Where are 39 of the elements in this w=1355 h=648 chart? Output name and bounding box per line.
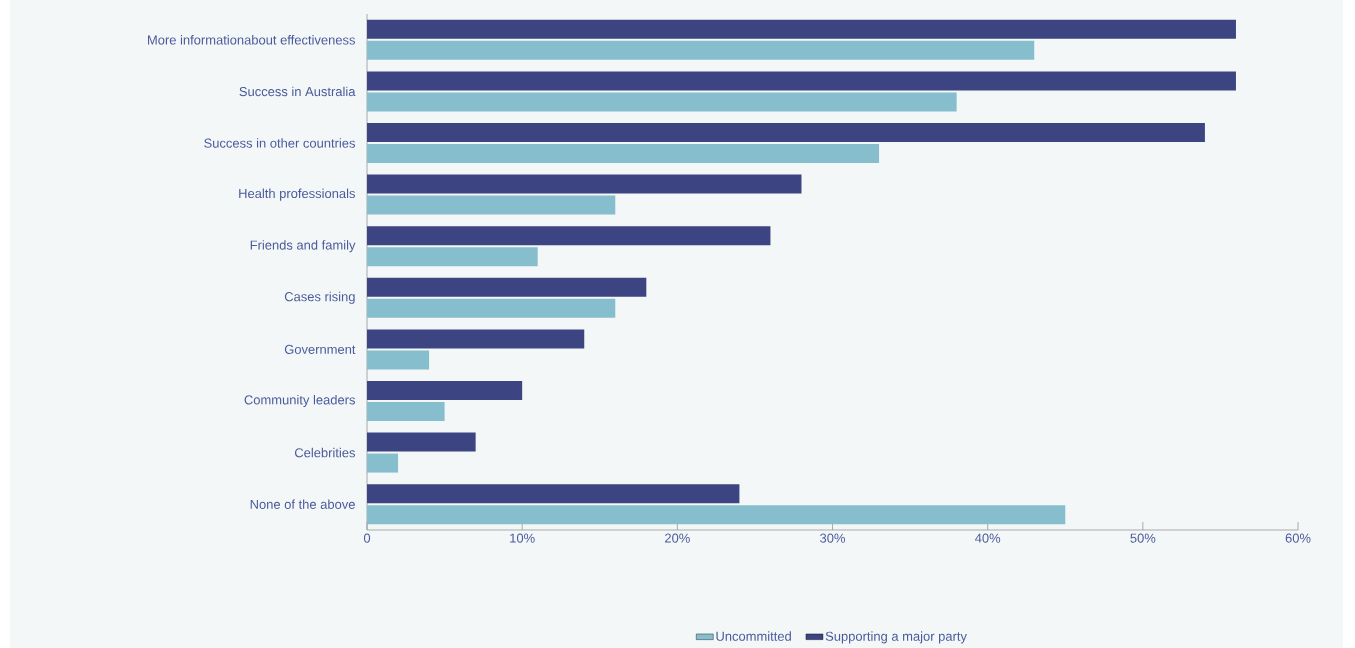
bar bbox=[367, 19, 1236, 39]
legend-label: Supporting a major party bbox=[825, 631, 967, 644]
bar bbox=[367, 329, 585, 349]
y-tick-label: Success in Australia bbox=[239, 86, 356, 97]
y-tick-label: Success in other countries bbox=[204, 138, 355, 148]
bar bbox=[367, 123, 1205, 142]
x-tick-label: 50% bbox=[1130, 533, 1156, 543]
y-tick-label: Community leaders bbox=[244, 394, 355, 408]
x-tick-label: 20% bbox=[665, 533, 690, 543]
x-tick-label: 60% bbox=[1285, 533, 1311, 543]
bar bbox=[367, 226, 771, 246]
bar bbox=[367, 174, 802, 194]
bar bbox=[367, 277, 647, 297]
legend-label: Uncommitted bbox=[716, 631, 791, 641]
bar bbox=[367, 195, 616, 215]
x-tick-label: 0 bbox=[363, 533, 371, 543]
bar bbox=[367, 92, 957, 112]
y-tick-label: Government bbox=[284, 344, 356, 354]
bar bbox=[367, 484, 740, 504]
y-tick-label: Cases rising bbox=[284, 291, 355, 304]
y-tick-label: None of the above bbox=[250, 499, 355, 509]
y-tick-label: Friends and family bbox=[250, 240, 356, 253]
bar bbox=[367, 350, 430, 370]
bar bbox=[367, 401, 445, 421]
bar bbox=[367, 505, 1066, 525]
y-tick-label: More informationabout effectiveness bbox=[148, 35, 356, 45]
bar bbox=[367, 453, 399, 473]
bar bbox=[367, 40, 1035, 60]
x-tick-label: 30% bbox=[820, 533, 846, 543]
bar bbox=[367, 71, 1236, 91]
x-tick-label: 10% bbox=[510, 533, 535, 543]
x-tick-label: 40% bbox=[975, 533, 1001, 543]
bar bbox=[367, 143, 880, 163]
y-tick-label: Health professionals bbox=[239, 188, 355, 201]
y-tick-label: Celebrities bbox=[294, 447, 356, 458]
bar bbox=[367, 247, 538, 267]
bar bbox=[367, 298, 616, 318]
bar bbox=[367, 432, 476, 452]
bar bbox=[367, 381, 523, 400]
